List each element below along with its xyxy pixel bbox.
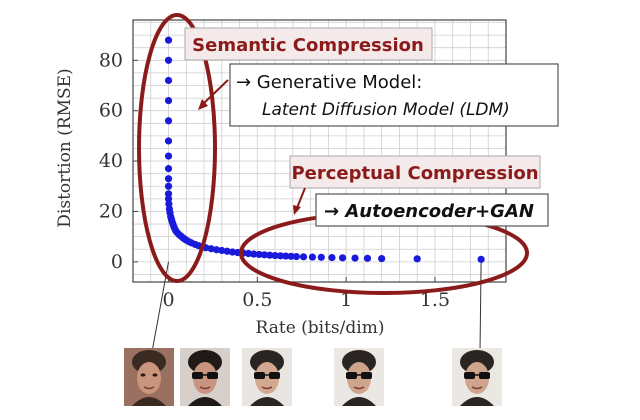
- generative-label-line2: Latent Diffusion Model (LDM): [262, 100, 510, 120]
- x-tick-label: 0: [162, 289, 174, 311]
- x-tick-label: 0.5: [242, 289, 272, 311]
- data-point: [244, 249, 253, 258]
- thumbnail-woman-portrait: [124, 348, 174, 406]
- semantic-arrow-line: [202, 79, 229, 105]
- data-point: [292, 252, 301, 261]
- x-axis-label: Rate (bits/dim): [256, 318, 385, 338]
- data-point: [299, 253, 308, 261]
- data-point: [223, 247, 231, 255]
- data-point: [164, 175, 173, 183]
- data-points: [164, 36, 485, 263]
- y-axis-ticks: 0 20 40 60 80: [99, 49, 138, 273]
- data-point: [164, 56, 173, 64]
- face-icon: [250, 350, 284, 406]
- data-point: [338, 254, 347, 262]
- x-tick-label: 1: [340, 289, 352, 311]
- generative-label-line1: → Generative Model:: [236, 72, 422, 93]
- y-tick-label: 0: [111, 251, 123, 273]
- data-point: [477, 255, 485, 263]
- data-point: [351, 254, 359, 262]
- data-point: [164, 97, 173, 105]
- semantic-arrow-head: [198, 99, 208, 110]
- data-point: [164, 117, 173, 125]
- perceptual-arrow-line: [296, 187, 306, 209]
- data-point: [164, 76, 173, 85]
- data-point: [250, 250, 258, 258]
- data-point: [207, 245, 215, 253]
- data-point: [164, 36, 173, 44]
- thumbnail-man-sunglasses-3: [334, 348, 384, 406]
- data-point: [164, 137, 173, 145]
- semantic-label: Semantic Compression: [192, 35, 424, 56]
- data-point: [212, 246, 221, 254]
- perceptual-arrow-head: [293, 205, 301, 215]
- semantic-region-ellipse: [137, 13, 217, 283]
- y-tick-label: 40: [99, 150, 123, 172]
- generative-label-box: [229, 63, 559, 127]
- thumbnail-man-sunglasses-2: [242, 348, 292, 406]
- y-axis-label: Distortion (RMSE): [55, 68, 75, 227]
- data-point: [228, 248, 237, 256]
- data-point: [287, 252, 295, 260]
- data-point: [308, 253, 316, 261]
- plot-frame: [132, 19, 507, 283]
- autoencoder-label: → Autoencoder+GAN: [324, 201, 534, 222]
- data-point: [328, 253, 336, 262]
- data-point: [164, 182, 173, 190]
- data-point: [266, 251, 274, 259]
- data-point: [317, 253, 325, 261]
- data-point: [413, 255, 421, 263]
- thumbnail-man-sunglasses-4: [452, 348, 502, 406]
- data-point: [378, 254, 386, 263]
- face-icon: [132, 350, 166, 406]
- x-tick-label: 1.5: [420, 289, 450, 311]
- data-point: [260, 251, 269, 259]
- data-point: [276, 252, 285, 260]
- thumbnail-connector-line: [479, 259, 482, 353]
- data-point: [282, 252, 290, 260]
- thumbnail-man-sunglasses-1: [180, 348, 230, 406]
- perceptual-label: Perceptual Compression: [291, 163, 538, 184]
- data-point: [164, 152, 173, 160]
- data-point: [164, 165, 173, 173]
- face-icon: [460, 350, 494, 406]
- data-point: [271, 251, 279, 260]
- perceptual-label-box: [289, 155, 541, 189]
- y-tick-label: 20: [99, 200, 123, 222]
- face-icon: [342, 350, 376, 406]
- autoencoder-label-box: [315, 193, 549, 227]
- face-icon: [188, 350, 222, 406]
- data-point: [363, 254, 372, 262]
- data-point: [164, 190, 173, 198]
- data-point: [218, 246, 226, 255]
- semantic-label-box: [184, 27, 433, 61]
- y-tick-label: 80: [99, 49, 123, 71]
- x-axis-ticks: 0 0.5 1 1.5: [162, 277, 450, 311]
- data-point: [255, 250, 263, 259]
- y-tick-label: 60: [99, 100, 123, 122]
